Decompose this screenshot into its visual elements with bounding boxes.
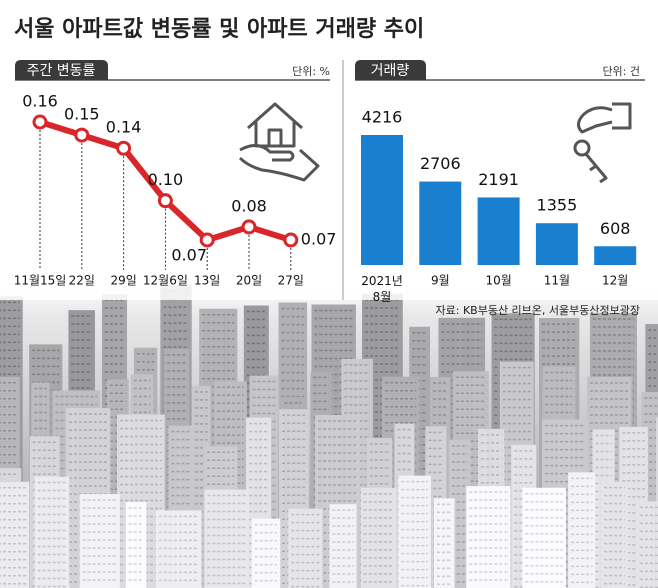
- value-label: 1355: [537, 196, 578, 215]
- building: [329, 504, 357, 588]
- bar: [535, 223, 578, 265]
- x-tick-label: 12월6일: [143, 274, 188, 288]
- point: [32, 114, 48, 130]
- x-tick-label: 22일: [69, 274, 95, 288]
- bar: [361, 135, 403, 265]
- building: [568, 472, 596, 588]
- building: [466, 486, 511, 588]
- value-label: 0.15: [64, 105, 100, 124]
- point: [116, 140, 132, 156]
- value-label: 0.14: [106, 118, 142, 137]
- value-label: 4216: [362, 108, 403, 127]
- value-label: 608: [600, 219, 631, 238]
- building: [522, 487, 566, 588]
- building: [155, 510, 202, 588]
- x-tick-label: 12월: [602, 274, 628, 288]
- x-tick-label: 11월: [544, 274, 570, 288]
- header-tab: [355, 60, 426, 80]
- unit-label: 단위: %: [292, 65, 330, 78]
- left-header: 주간 변동률 단위: %: [15, 60, 330, 81]
- unit-label: 단위: 건: [602, 65, 640, 78]
- city-photo: [0, 285, 658, 588]
- building: [398, 475, 431, 588]
- right-header: 거래량 단위: 건: [355, 60, 645, 81]
- x-tick-label: 27일: [278, 274, 304, 288]
- value-label: 0.10: [148, 170, 184, 189]
- x-tick-label: 29일: [110, 274, 136, 288]
- source: 자료: KB부동산 리브온, 서울부동산정보광장: [436, 304, 641, 317]
- value-label: 2706: [420, 154, 461, 173]
- bar: [419, 181, 462, 265]
- building: [0, 481, 30, 588]
- value-label: 0.07: [171, 246, 207, 265]
- point: [283, 232, 299, 248]
- building: [360, 487, 397, 588]
- point: [157, 193, 173, 209]
- building: [251, 518, 281, 588]
- building: [204, 489, 250, 588]
- building: [601, 481, 629, 588]
- bar: [477, 197, 520, 265]
- value-label: 2191: [478, 170, 519, 189]
- building: [288, 508, 323, 588]
- house-icon: [238, 102, 320, 182]
- building: [636, 501, 658, 588]
- main-title: 서울 아파트값 변동률 및 아파트 거래량 추이: [14, 17, 424, 42]
- key-icon: [573, 102, 632, 184]
- x-tick-label: 20일: [236, 274, 262, 288]
- chart-label: 주간 변동률: [27, 63, 96, 79]
- x-tick-label: 9월: [431, 274, 450, 288]
- x-tick-label: 11월15일: [14, 274, 67, 288]
- chart-label: 거래량: [371, 63, 410, 79]
- x-tick-label: 10월: [485, 274, 511, 288]
- building: [34, 476, 70, 588]
- building: [125, 502, 147, 588]
- point: [199, 232, 215, 248]
- value-label: 0.07: [301, 230, 337, 249]
- value-label: 0.16: [22, 92, 58, 111]
- x-tick-label: 13일: [194, 274, 220, 288]
- point: [74, 127, 90, 143]
- header-tab: [15, 60, 108, 80]
- bar: [594, 246, 637, 265]
- point: [241, 219, 257, 235]
- x-tick-label: 2021년 8월: [361, 274, 403, 304]
- value-label: 0.08: [231, 196, 267, 215]
